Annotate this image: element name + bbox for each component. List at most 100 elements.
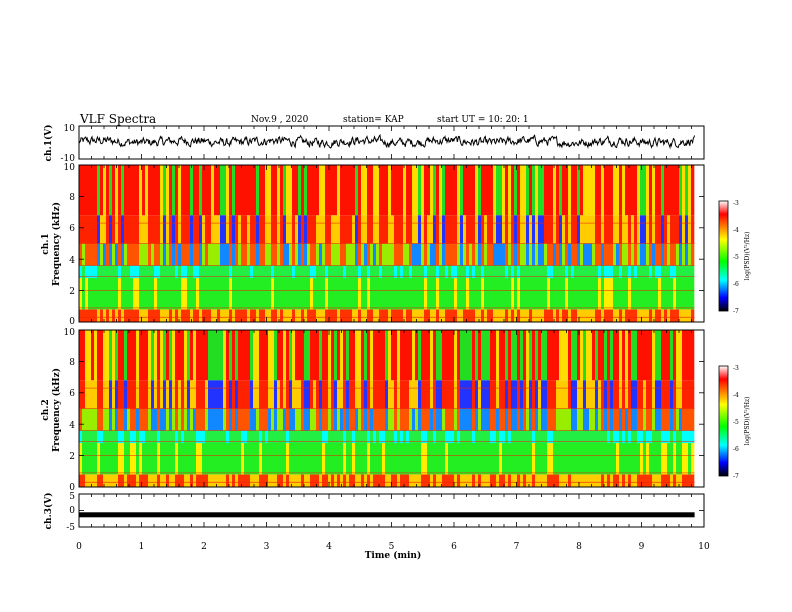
spectrogram-cell (328, 309, 332, 322)
spectrogram-cell (448, 165, 452, 216)
spectrogram-cell (391, 165, 395, 216)
spectrogram-cell (91, 330, 95, 381)
spectrogram-cell (277, 430, 281, 444)
spectrogram-cell (661, 443, 665, 475)
ch1-ytick-6: 6 (69, 224, 75, 234)
spectrogram-cell (112, 380, 116, 409)
spectrogram-cell (331, 309, 335, 322)
spectrogram-cell (259, 474, 263, 487)
spectrogram-cell (412, 165, 416, 216)
spectrogram-cell (250, 265, 254, 279)
spectrogram-cell (202, 474, 206, 487)
spectrogram-cell (568, 474, 572, 487)
spectrogram-cell (406, 243, 410, 266)
spectrogram-cell (430, 243, 434, 266)
spectrogram-cell (331, 408, 335, 431)
spectrogram-cell (400, 330, 404, 381)
spectrogram-cell (415, 165, 419, 216)
spectrogram-cell (247, 430, 251, 444)
spectrogram-cell (190, 430, 194, 444)
spectrogram-cell (388, 443, 392, 475)
spectrogram-cell (199, 380, 203, 409)
spectrogram-cell (448, 443, 452, 475)
spectrogram-cell (262, 380, 266, 409)
spectrogram-cell (271, 243, 275, 266)
spectrogram-cell (115, 330, 119, 381)
spectrogram-cell (85, 408, 89, 431)
spectrogram-cell (328, 430, 332, 444)
spectrogram-cell (262, 265, 266, 279)
spectrogram-cell (604, 330, 608, 381)
spectrogram-cell (289, 330, 293, 381)
spectrogram-cell (538, 408, 542, 431)
spectrogram-cell (181, 330, 185, 381)
spectrogram-cell (589, 165, 593, 216)
spectrogram-cell (535, 443, 539, 475)
ch2-ytick-0: 0 (69, 483, 75, 493)
spectrogram-cell (652, 265, 656, 279)
spectrogram-cell (379, 443, 383, 475)
spectrogram-cell (334, 430, 338, 444)
spectrogram-cell (187, 309, 191, 322)
ch2-ytick-10: 10 (64, 328, 76, 338)
spectrogram-cell (661, 165, 665, 216)
spectrogram-cell (682, 408, 686, 431)
spectrogram-cell (265, 474, 269, 487)
spectrogram-cell (571, 408, 575, 431)
spectrogram-cell (670, 430, 674, 444)
spectrogram-cell (88, 215, 92, 244)
spectrogram-cell (79, 215, 83, 244)
spectrogram-cell (508, 474, 512, 487)
spectrogram-cell (286, 430, 290, 444)
spectrogram-cell (172, 165, 176, 216)
spectrogram-cell (298, 265, 302, 279)
spectrogram-cell (529, 430, 533, 444)
spectrogram-cell (583, 243, 587, 266)
spectrogram-cell (406, 474, 410, 487)
spectrogram-cell (676, 265, 680, 279)
spectrogram-cell (148, 215, 152, 244)
spectrogram-cell (142, 408, 146, 431)
spectrogram-cell (130, 243, 134, 266)
spectrogram-cell (217, 380, 221, 409)
spectrogram-cell (589, 309, 593, 322)
spectrogram-cell (193, 443, 197, 475)
spectrogram-cell (169, 330, 173, 381)
spectrogram-cell (298, 215, 302, 244)
spectrogram-cell (244, 430, 248, 444)
spectrogram-cell (496, 165, 500, 216)
spectrogram-cell (322, 243, 326, 266)
spectrogram-cell (391, 380, 395, 409)
spectrogram-cell (496, 243, 500, 266)
spectrogram-cell (307, 309, 311, 322)
spectrogram-cell (310, 243, 314, 266)
spectrogram-cell (172, 408, 176, 431)
spectrogram-cell (466, 309, 470, 322)
spectrogram-cell (655, 474, 659, 487)
spectrogram-cell (211, 408, 215, 431)
spectrogram-cell (445, 243, 449, 266)
spectrogram-cell (616, 443, 620, 475)
spectrogram-cell (307, 408, 311, 431)
ch2-ytick-2: 2 (69, 452, 75, 462)
spectrogram-cell (532, 165, 536, 216)
spectrogram-cell (247, 330, 251, 381)
spectrogram-cell (85, 309, 89, 322)
spectrogram-cell (436, 243, 440, 266)
spectrogram-cell (601, 265, 605, 279)
spectrogram-cell (556, 165, 560, 216)
spectrogram-cell (298, 278, 302, 310)
spectrogram-cell (619, 215, 623, 244)
spectrogram-cell (661, 243, 665, 266)
spectrogram-cell (265, 408, 269, 431)
spectrogram-cell (349, 408, 353, 431)
spectrogram-cell (193, 309, 197, 322)
spectrogram-cell (169, 380, 173, 409)
spectrogram-cell (676, 215, 680, 244)
spectrogram-cell (121, 243, 125, 266)
spectrogram-cell (292, 243, 296, 266)
spectrogram-cell (124, 165, 128, 216)
spectrogram-cell (382, 215, 386, 244)
spectrogram-cell (670, 380, 674, 409)
spectrogram-cell (652, 474, 656, 487)
